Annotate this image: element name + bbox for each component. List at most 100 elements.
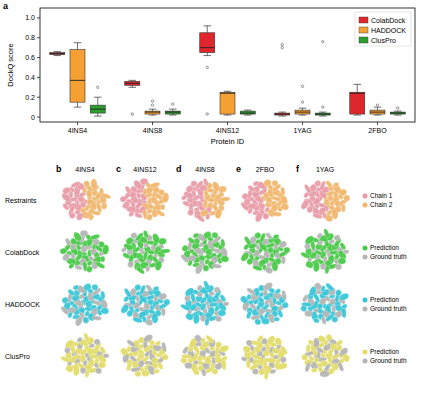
x-tick-label: 1YAG — [293, 127, 311, 134]
structure-element — [325, 333, 334, 342]
box — [165, 111, 180, 114]
structure-element — [341, 204, 345, 212]
structure-element — [140, 178, 149, 186]
median — [390, 113, 405, 114]
structure-element — [307, 339, 314, 346]
structure-element — [100, 307, 109, 315]
box — [200, 33, 215, 53]
structure — [299, 281, 349, 324]
legend-label: Prediction — [370, 296, 399, 303]
structure-element — [186, 208, 195, 217]
structure-element — [269, 368, 276, 374]
structure-element — [304, 234, 316, 246]
whisker-cap — [374, 115, 382, 116]
structure-element — [264, 369, 270, 380]
structure-element — [333, 182, 340, 188]
structure-element — [62, 202, 71, 211]
median — [125, 83, 140, 84]
x-tick-label: 2FBO — [368, 127, 387, 134]
structure-element — [323, 228, 331, 239]
legend-label: Chain 2 — [370, 201, 393, 208]
whisker-cap — [54, 55, 62, 56]
panel-title: 2FBO — [256, 166, 275, 173]
y-tick-label: 0 — [31, 114, 35, 121]
structure-element — [91, 315, 101, 320]
legend-label: HADDOCK — [371, 27, 406, 34]
whisker-upper — [207, 26, 208, 33]
box — [315, 113, 330, 115]
structure-element — [338, 292, 350, 302]
whisker-cap — [54, 51, 62, 52]
structure-element — [313, 318, 320, 324]
median — [220, 93, 235, 94]
structure-element — [203, 280, 211, 291]
median — [90, 109, 105, 110]
structure-element — [126, 339, 137, 348]
structure-element — [162, 192, 170, 203]
structure-element — [263, 213, 269, 220]
structure-element — [243, 235, 252, 246]
structure-element — [246, 287, 257, 296]
structure-element — [161, 308, 165, 316]
structure — [119, 333, 169, 378]
structure-element — [181, 244, 190, 253]
median — [295, 112, 310, 113]
box — [390, 112, 405, 114]
whisker-cap — [204, 55, 212, 56]
whisker-cap — [244, 110, 252, 111]
whisker-cap — [224, 91, 232, 92]
structure-element — [90, 234, 101, 241]
structure-element — [134, 370, 142, 378]
legend-dot — [363, 307, 368, 312]
structure-element — [80, 230, 89, 238]
legend: ColabDockHADDOCKClusPro — [355, 12, 411, 46]
structure-element — [281, 290, 287, 301]
x-tick — [227, 122, 228, 125]
y-tick-label: 0.2 — [25, 94, 35, 101]
structure-element — [241, 192, 250, 201]
structure-element — [153, 286, 160, 292]
whisker-cap — [74, 42, 82, 43]
structure-element — [157, 361, 164, 370]
structure-element — [301, 294, 309, 303]
legend-dot — [363, 203, 368, 208]
whisker-cap — [279, 112, 287, 113]
structure-element — [205, 334, 215, 344]
structure — [119, 283, 170, 326]
x-tick — [377, 122, 378, 125]
structure-element — [211, 232, 218, 239]
page: {"chart_data": {"type": "box", "xlabel":… — [0, 0, 427, 395]
y-tick — [37, 57, 40, 58]
legend-swatch — [359, 27, 368, 33]
structure-element — [316, 232, 323, 239]
structure-element — [335, 263, 343, 270]
structure-element — [331, 316, 338, 323]
whisker-lower — [97, 113, 98, 116]
legend-label: Ground truth — [370, 305, 407, 312]
box — [350, 92, 365, 114]
structure-element — [253, 231, 262, 240]
structure-element — [155, 209, 166, 218]
whisker-cap — [354, 84, 362, 85]
legend-label: Prediction — [370, 348, 399, 355]
row-label: HADDOCK — [5, 301, 40, 308]
panel-title: 4INS12 — [133, 166, 156, 173]
structure-element — [273, 234, 280, 240]
structure-element — [90, 179, 97, 189]
structure-element — [343, 195, 350, 202]
structure — [180, 230, 230, 275]
panel-title: 4INS4 — [75, 166, 95, 173]
box — [370, 110, 385, 114]
outlier — [172, 103, 174, 105]
outlier — [97, 86, 99, 88]
structure-element — [64, 237, 72, 246]
structure-element — [64, 338, 76, 350]
structure-element — [280, 187, 286, 196]
panel-title: 4INS8 — [195, 166, 215, 173]
structure-element — [68, 262, 75, 269]
structure-element — [256, 334, 265, 343]
whisker-cap — [394, 111, 402, 112]
outlier — [322, 41, 324, 43]
structure-element — [144, 318, 154, 327]
median — [165, 112, 180, 113]
